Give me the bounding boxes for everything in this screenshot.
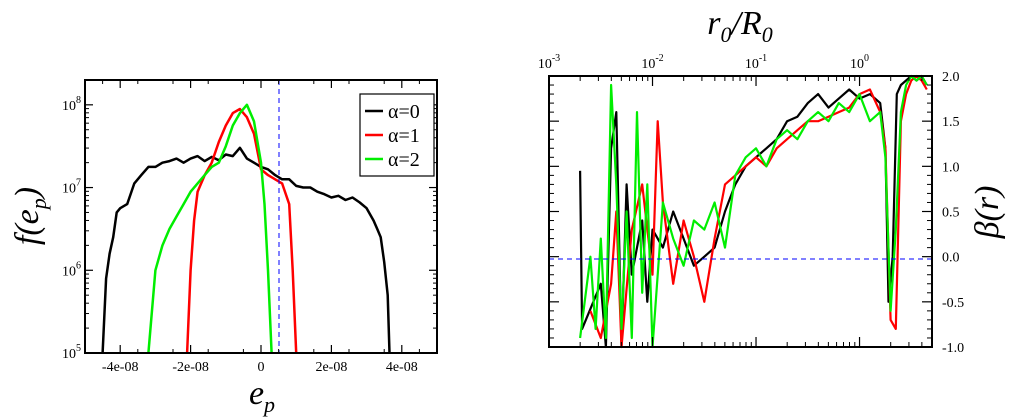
right-x-tick-label: 10-3: [538, 53, 560, 72]
left-ticks-group: -4e-08 -2e-08 0 2e-08 4e-08 105 106 107 108: [62, 80, 437, 375]
right-y-axis-label: β(r): [969, 186, 1006, 240]
left-y-axis-label: f(ep): [9, 187, 51, 245]
legend: α=0 α=1 α=2: [359, 93, 435, 177]
right-x-tick-label: 10-1: [745, 53, 767, 72]
left-series-line-alpha1: [185, 107, 298, 354]
right-y-tick-label: 1.5: [942, 115, 960, 130]
left-x-tick-label: 2e-08: [315, 360, 347, 375]
left-series-line-alpha2: [147, 103, 273, 354]
right-series-line-alpha0: [579, 74, 928, 349]
right-x-tick-label: 10-2: [641, 53, 663, 72]
left-x-tick-label: 4e-08: [386, 360, 418, 375]
right-top-axis-label: r0/R0: [707, 5, 772, 47]
right-y-tick-label: 0.5: [942, 206, 960, 221]
left-y-tick-label: 107: [62, 178, 81, 197]
legend-label-alpha0: α=0: [388, 101, 420, 123]
right-ticks-group: 10-3 10-2 10-1 100 -1.0 -0.5 0.0 0.5 1.0 1.5 2.0: [538, 53, 964, 356]
right-series-line-alpha1: [589, 74, 928, 349]
left-y-tick-label: 108: [62, 95, 81, 114]
right-y-tick-label: 2.0: [942, 70, 960, 85]
left-x-tick-label: 0: [258, 360, 265, 375]
right-y-tick-label: -1.0: [942, 341, 964, 356]
left-series-group: [101, 103, 391, 354]
left-x-tick-label: -4e-08: [102, 360, 139, 375]
right-series-line-alpha2: [579, 74, 928, 349]
right-y-tick-label: -0.5: [942, 296, 964, 311]
legend-label-alpha2: α=2: [388, 149, 420, 171]
right-panel: 10-3 10-2 10-1 100 -1.0 -0.5 0.0 0.5 1.0 1.5 2.0 r…: [538, 5, 1006, 356]
right-series-group: [579, 74, 928, 349]
left-panel: -4e-08 -2e-08 0 2e-08 4e-08 105 106 107 108 α=0 …: [9, 79, 438, 417]
right-x-tick-label: 100: [850, 53, 869, 72]
left-y-tick-label: 106: [62, 260, 81, 279]
right-y-tick-label: 1.0: [942, 160, 960, 175]
right-y-tick-label: 0.0: [942, 251, 960, 266]
left-series-line-alpha0: [101, 146, 391, 354]
left-x-tick-label: -2e-08: [172, 360, 209, 375]
right-plot-frame: [548, 75, 933, 348]
left-plot-frame: [84, 79, 438, 354]
left-x-axis-label: ep: [249, 375, 275, 417]
legend-label-alpha1: α=1: [388, 125, 420, 147]
left-y-tick-label: 105: [62, 343, 81, 362]
